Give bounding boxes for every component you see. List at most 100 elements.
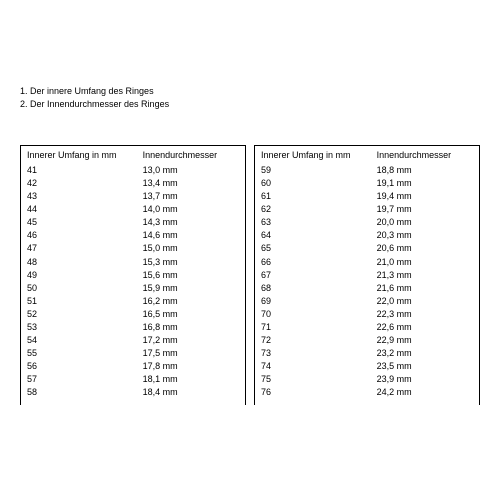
table-row: 7222,9 mm	[261, 334, 473, 347]
note-line-2: 2. Der Innendurchmesser des Ringes	[20, 98, 480, 111]
table-right-header-col1: Innerer Umfang in mm	[261, 150, 377, 160]
table-row: 7624,2 mm	[261, 386, 473, 399]
cell-durchmesser: 23,5 mm	[377, 360, 473, 373]
cell-durchmesser: 23,9 mm	[377, 373, 473, 386]
table-row: 5015,9 mm	[27, 282, 239, 295]
table-row: 4614,6 mm	[27, 229, 239, 242]
tables-container: Innerer Umfang in mm Innendurchmesser 41…	[20, 145, 480, 405]
cell-umfang: 54	[27, 334, 143, 347]
cell-durchmesser: 22,9 mm	[377, 334, 473, 347]
cell-umfang: 42	[27, 177, 143, 190]
table-left: Innerer Umfang in mm Innendurchmesser 41…	[20, 145, 246, 405]
table-row: 7122,6 mm	[261, 321, 473, 334]
cell-umfang: 53	[27, 321, 143, 334]
table-row: 4213,4 mm	[27, 177, 239, 190]
cell-durchmesser: 14,3 mm	[143, 216, 239, 229]
cell-umfang: 73	[261, 347, 377, 360]
cell-umfang: 48	[27, 256, 143, 269]
cell-umfang: 64	[261, 229, 377, 242]
cell-durchmesser: 22,0 mm	[377, 295, 473, 308]
cell-durchmesser: 24,2 mm	[377, 386, 473, 399]
table-row: 5617,8 mm	[27, 360, 239, 373]
cell-durchmesser: 16,5 mm	[143, 308, 239, 321]
cell-durchmesser: 15,9 mm	[143, 282, 239, 295]
table-row: 5116,2 mm	[27, 295, 239, 308]
cell-umfang: 47	[27, 242, 143, 255]
table-row: 6420,3 mm	[261, 229, 473, 242]
cell-umfang: 63	[261, 216, 377, 229]
cell-durchmesser: 22,3 mm	[377, 308, 473, 321]
cell-durchmesser: 15,0 mm	[143, 242, 239, 255]
cell-durchmesser: 13,7 mm	[143, 190, 239, 203]
table-left-header-col1: Innerer Umfang in mm	[27, 150, 143, 160]
cell-umfang: 50	[27, 282, 143, 295]
cell-umfang: 43	[27, 190, 143, 203]
cell-durchmesser: 18,8 mm	[377, 164, 473, 177]
cell-durchmesser: 22,6 mm	[377, 321, 473, 334]
table-row: 6621,0 mm	[261, 256, 473, 269]
cell-durchmesser: 21,3 mm	[377, 269, 473, 282]
table-row: 5216,5 mm	[27, 308, 239, 321]
table-row: 5918,8 mm	[261, 164, 473, 177]
cell-durchmesser: 21,6 mm	[377, 282, 473, 295]
cell-durchmesser: 13,4 mm	[143, 177, 239, 190]
table-right-header-col2: Innendurchmesser	[377, 150, 473, 160]
cell-umfang: 56	[27, 360, 143, 373]
cell-umfang: 66	[261, 256, 377, 269]
table-row: 4414,0 mm	[27, 203, 239, 216]
table-row: 5316,8 mm	[27, 321, 239, 334]
cell-umfang: 58	[27, 386, 143, 399]
cell-durchmesser: 18,1 mm	[143, 373, 239, 386]
cell-durchmesser: 17,8 mm	[143, 360, 239, 373]
table-left-body: 4113,0 mm4213,4 mm4313,7 mm4414,0 mm4514…	[27, 164, 239, 399]
table-row: 7523,9 mm	[261, 373, 473, 386]
cell-umfang: 59	[261, 164, 377, 177]
cell-umfang: 65	[261, 242, 377, 255]
notes-block: 1. Der innere Umfang des Ringes 2. Der I…	[20, 85, 480, 110]
table-right-body: 5918,8 mm6019,1 mm6119,4 mm6219,7 mm6320…	[261, 164, 473, 399]
table-row: 7022,3 mm	[261, 308, 473, 321]
table-row: 4915,6 mm	[27, 269, 239, 282]
cell-umfang: 72	[261, 334, 377, 347]
cell-umfang: 70	[261, 308, 377, 321]
cell-umfang: 75	[261, 373, 377, 386]
cell-durchmesser: 14,0 mm	[143, 203, 239, 216]
cell-durchmesser: 19,1 mm	[377, 177, 473, 190]
cell-umfang: 57	[27, 373, 143, 386]
cell-durchmesser: 16,8 mm	[143, 321, 239, 334]
cell-durchmesser: 21,0 mm	[377, 256, 473, 269]
cell-durchmesser: 15,3 mm	[143, 256, 239, 269]
cell-durchmesser: 23,2 mm	[377, 347, 473, 360]
table-row: 4313,7 mm	[27, 190, 239, 203]
cell-umfang: 74	[261, 360, 377, 373]
cell-umfang: 67	[261, 269, 377, 282]
table-row: 6119,4 mm	[261, 190, 473, 203]
table-left-header-col2: Innendurchmesser	[143, 150, 239, 160]
table-row: 5417,2 mm	[27, 334, 239, 347]
table-row: 6219,7 mm	[261, 203, 473, 216]
cell-umfang: 49	[27, 269, 143, 282]
table-right: Innerer Umfang in mm Innendurchmesser 59…	[254, 145, 480, 405]
cell-umfang: 71	[261, 321, 377, 334]
table-row: 6019,1 mm	[261, 177, 473, 190]
note-line-1: 1. Der innere Umfang des Ringes	[20, 85, 480, 98]
cell-durchmesser: 13,0 mm	[143, 164, 239, 177]
table-row: 6520,6 mm	[261, 242, 473, 255]
table-row: 4715,0 mm	[27, 242, 239, 255]
table-row: 6320,0 mm	[261, 216, 473, 229]
table-row: 5718,1 mm	[27, 373, 239, 386]
page: 1. Der innere Umfang des Ringes 2. Der I…	[0, 0, 500, 405]
cell-umfang: 44	[27, 203, 143, 216]
cell-durchmesser: 18,4 mm	[143, 386, 239, 399]
cell-umfang: 55	[27, 347, 143, 360]
table-row: 5818,4 mm	[27, 386, 239, 399]
cell-umfang: 52	[27, 308, 143, 321]
cell-umfang: 68	[261, 282, 377, 295]
table-row: 4514,3 mm	[27, 216, 239, 229]
cell-umfang: 45	[27, 216, 143, 229]
table-row: 6721,3 mm	[261, 269, 473, 282]
cell-durchmesser: 17,5 mm	[143, 347, 239, 360]
cell-durchmesser: 20,0 mm	[377, 216, 473, 229]
table-row: 6922,0 mm	[261, 295, 473, 308]
cell-umfang: 41	[27, 164, 143, 177]
